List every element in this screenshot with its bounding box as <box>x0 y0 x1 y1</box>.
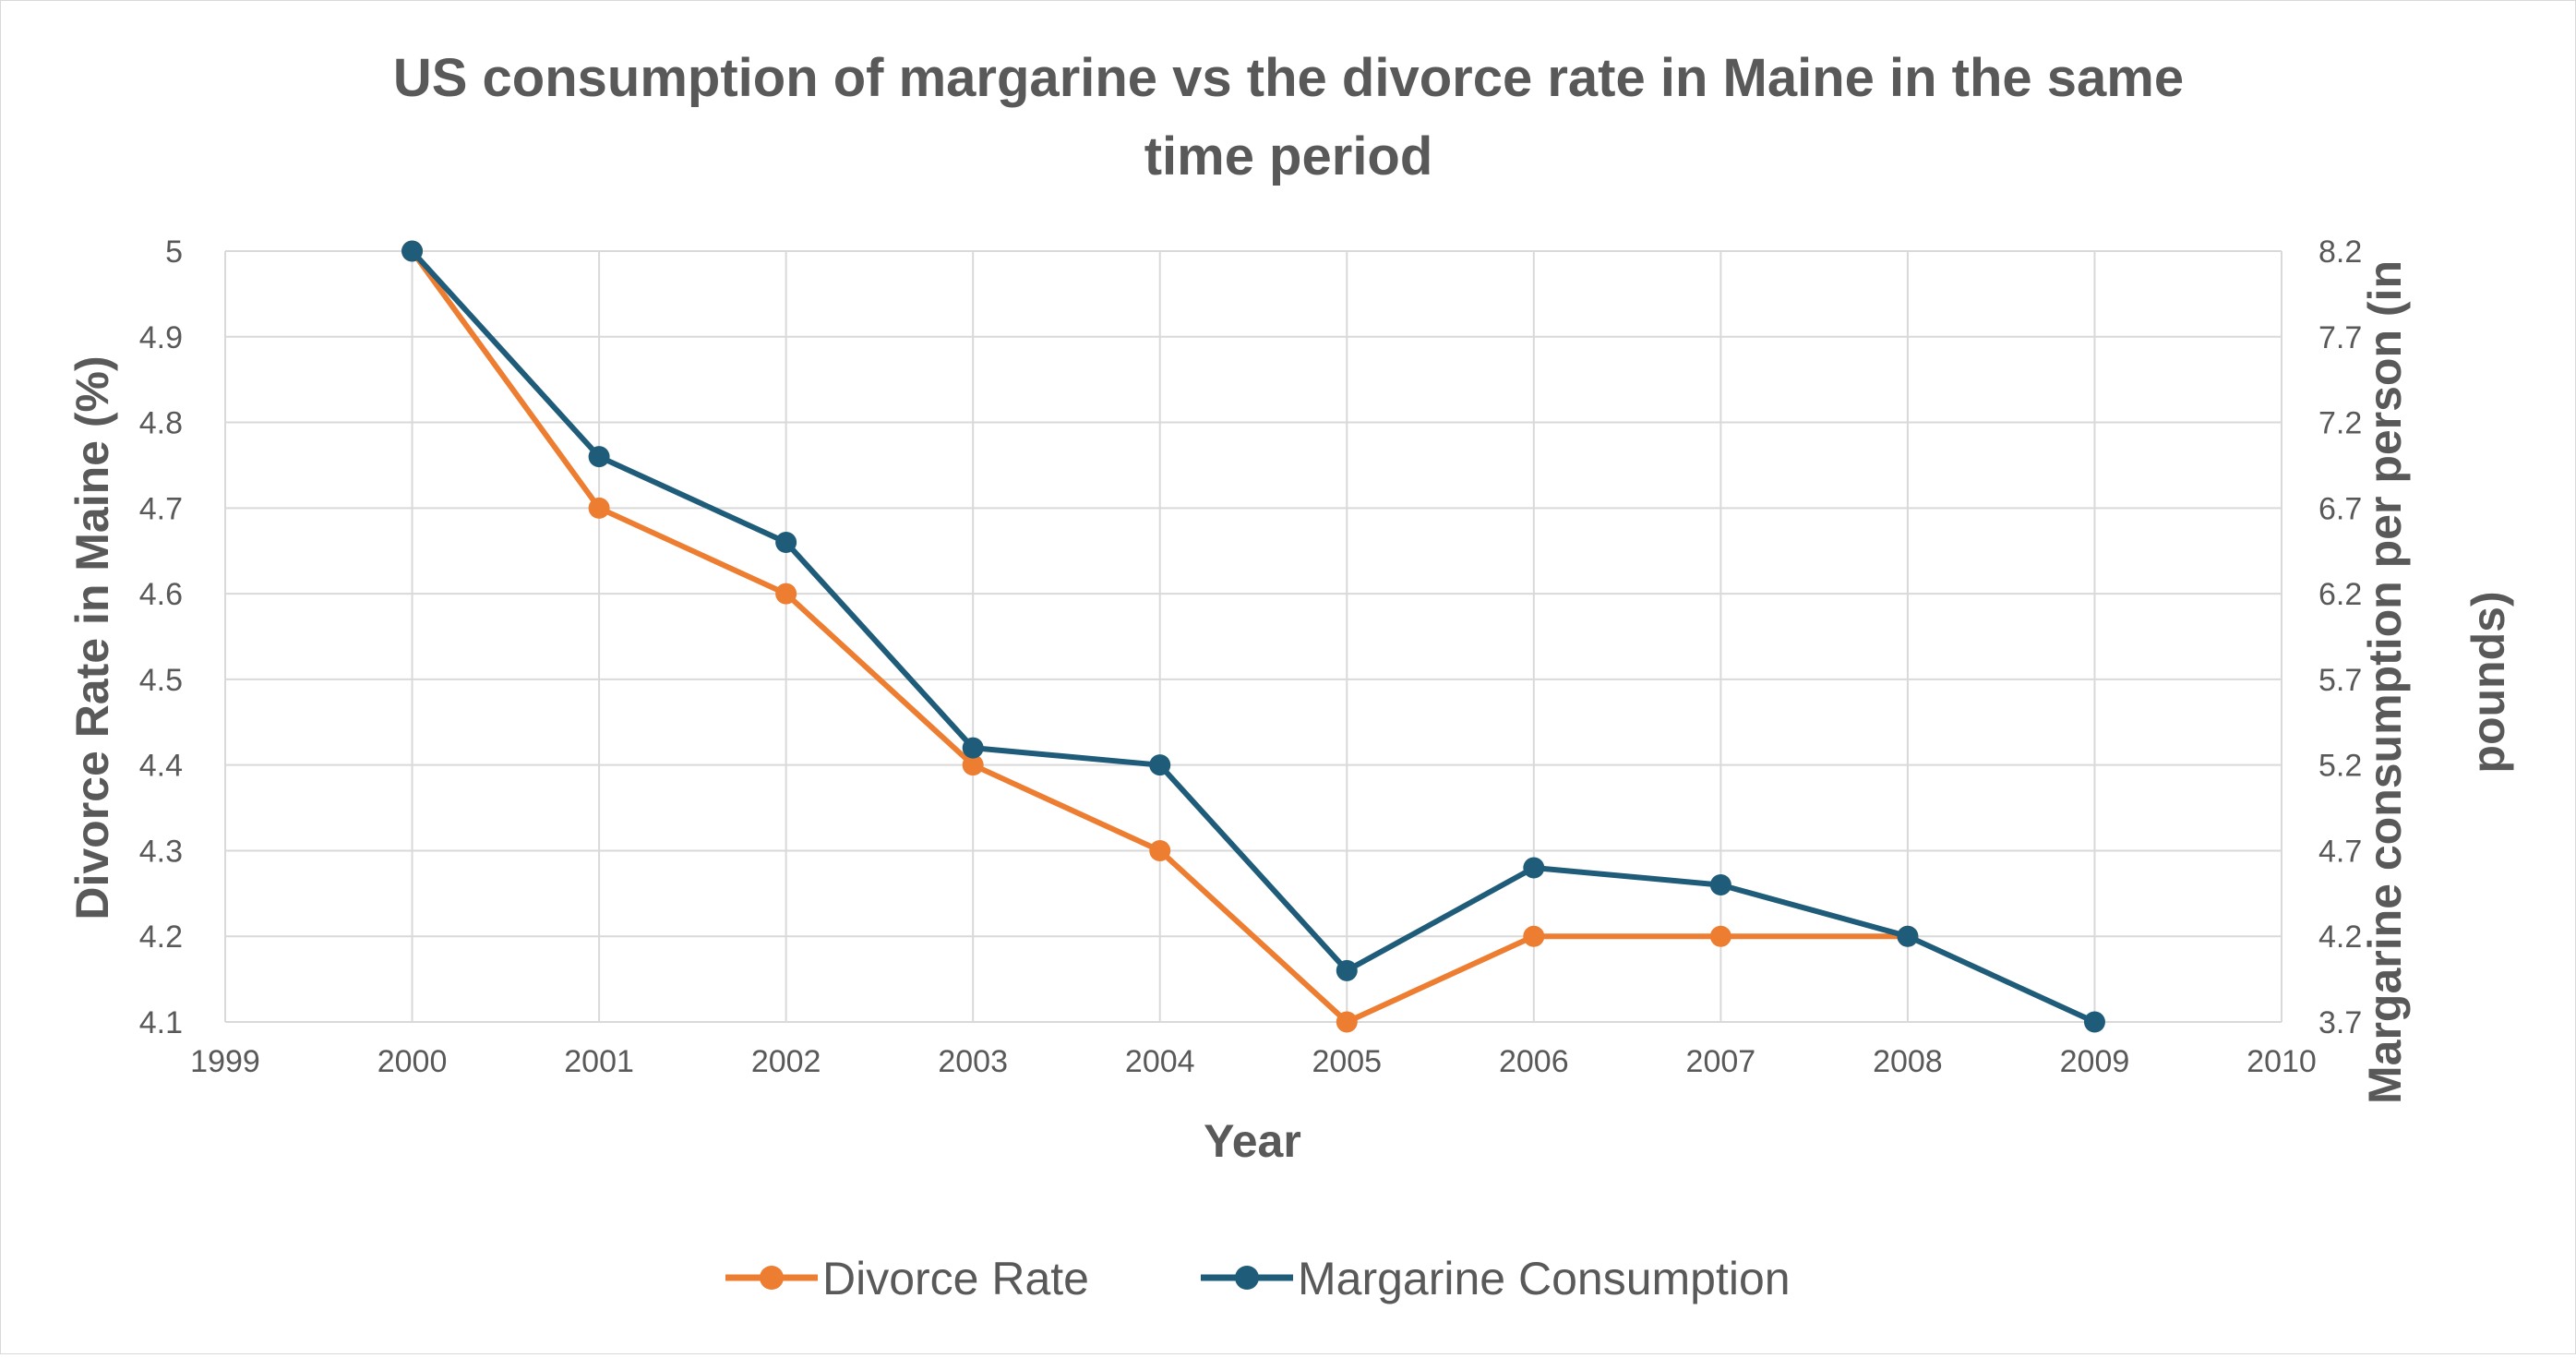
x-tick-label: 2006 <box>1499 1044 1569 1079</box>
y2-tick-label: 4.2 <box>2318 919 2362 955</box>
data-point-margarine-consumption <box>401 240 424 262</box>
data-point-margarine-consumption <box>775 531 797 553</box>
x-tick-label: 1999 <box>190 1044 260 1079</box>
data-point-divorce-rate <box>962 754 984 776</box>
y-axis-ticks: 4.1 4.2 4.3 4.4 4.5 4.6 4.7 4.8 4.9 5 <box>139 234 183 1040</box>
data-point-margarine-consumption <box>962 737 984 759</box>
data-point-margarine-consumption <box>1709 874 1731 896</box>
data-point-divorce-rate <box>1709 925 1731 947</box>
series <box>401 240 2105 1033</box>
y2-axis-title: Margarine consumption per person (in pou… <box>2359 260 2514 1104</box>
data-point-divorce-rate <box>588 497 610 519</box>
y-tick-label: 4.5 <box>139 663 183 698</box>
y-tick-label: 4.2 <box>139 919 183 955</box>
x-axis-ticks: 1999 2000 2001 2002 2003 2004 2005 2006 2007 2008… <box>190 1044 2317 1079</box>
legend: Divorce Rate Margarine Consumption <box>725 1253 1791 1304</box>
data-point-margarine-consumption <box>1897 925 1919 947</box>
y2-tick-label: 7.2 <box>2318 406 2362 441</box>
data-point-margarine-consumption <box>1336 959 1358 981</box>
x-tick-label: 2005 <box>1312 1044 1382 1079</box>
chart-title-line-2: time period <box>1144 126 1433 186</box>
y-tick-label: 4.1 <box>139 1005 183 1040</box>
data-point-margarine-consumption <box>1523 857 1545 879</box>
series-line-margarine-consumption <box>410 248 2096 1025</box>
y2-tick-label: 5.2 <box>2318 749 2362 784</box>
legend-label-margarine-consumption: Margarine Consumption <box>1298 1253 1791 1304</box>
data-point-divorce-rate <box>1336 1011 1358 1033</box>
y2-axis-ticks: 3.7 4.2 4.7 5.2 5.7 6.2 6.7 7.2 7.7 8.2 <box>2318 234 2362 1040</box>
legend-marker-divorce-rate <box>760 1266 784 1290</box>
y2-tick-label: 6.7 <box>2318 491 2362 526</box>
legend-label-divorce-rate: Divorce Rate <box>822 1253 1089 1304</box>
chart-title: US consumption of margarine vs the divor… <box>393 48 2184 186</box>
x-tick-label: 2003 <box>938 1044 1008 1079</box>
data-point-margarine-consumption <box>2083 1011 2105 1033</box>
y2-tick-label: 7.7 <box>2318 320 2362 355</box>
x-axis-title: Year <box>1204 1115 1301 1167</box>
data-point-divorce-rate <box>1523 925 1545 947</box>
y-tick-label: 4.7 <box>139 491 183 526</box>
x-tick-label: 2000 <box>377 1044 448 1079</box>
chart-title-line-1: US consumption of margarine vs the divor… <box>393 48 2184 108</box>
data-point-margarine-consumption <box>588 446 610 468</box>
x-tick-label: 2004 <box>1125 1044 1195 1079</box>
x-tick-label: 2007 <box>1686 1044 1756 1079</box>
y-tick-label: 4.3 <box>139 834 183 869</box>
y-tick-label: 4.9 <box>139 320 183 355</box>
y2-tick-label: 4.7 <box>2318 834 2362 869</box>
y2-axis-title-line-1: Margarine consumption per person (in <box>2359 260 2411 1104</box>
y-tick-label: 5 <box>165 234 183 270</box>
y2-tick-label: 5.7 <box>2318 663 2362 698</box>
y-tick-label: 4.4 <box>139 749 183 784</box>
x-tick-label: 2010 <box>2247 1044 2317 1079</box>
y-axis-title: Divorce Rate in Maine (%) <box>66 355 118 919</box>
y2-tick-label: 3.7 <box>2318 1005 2362 1040</box>
y2-axis-title-line-2: pounds) <box>2462 591 2514 773</box>
gridlines <box>224 250 2282 1023</box>
legend-marker-margarine-consumption <box>1235 1266 1259 1290</box>
data-point-margarine-consumption <box>1149 754 1171 776</box>
legend-item-divorce-rate: Divorce Rate <box>725 1253 1089 1304</box>
data-point-divorce-rate <box>1149 839 1171 861</box>
x-tick-label: 2008 <box>1873 1044 1943 1079</box>
x-tick-label: 2001 <box>564 1044 634 1079</box>
legend-item-margarine-consumption: Margarine Consumption <box>1201 1253 1791 1304</box>
y2-tick-label: 6.2 <box>2318 577 2362 612</box>
y-tick-label: 4.8 <box>139 406 183 441</box>
data-point-divorce-rate <box>775 583 797 605</box>
x-tick-label: 2002 <box>751 1044 821 1079</box>
y-tick-label: 4.6 <box>139 577 183 612</box>
x-tick-label: 2009 <box>2060 1044 2130 1079</box>
y2-tick-label: 8.2 <box>2318 234 2362 270</box>
